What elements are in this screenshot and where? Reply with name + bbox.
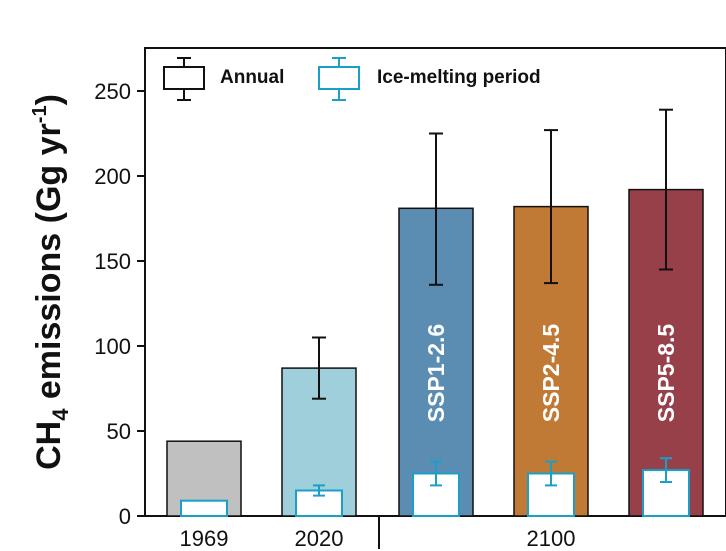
y-axis-label-main: CH: [30, 421, 68, 470]
y-tick-label: 0: [119, 504, 131, 529]
x-tick-label: 2020: [295, 526, 344, 551]
x-tick-label: 1969: [180, 526, 229, 551]
legend-ice-symbol: [318, 57, 360, 101]
legend: Annual Ice-melting period: [163, 57, 541, 101]
y-axis-label-sub: 4: [48, 408, 73, 421]
x-tick-label: 2100: [527, 526, 576, 551]
y-tick-label: 250: [94, 79, 131, 104]
y-tick-label: 100: [94, 334, 131, 359]
scenario-label: SSP5-8.5: [653, 324, 679, 423]
y-axis-label-sup: -1: [29, 105, 51, 123]
scenario-label: SSP2-4.5: [538, 324, 564, 423]
y-axis: 0 50 100 150 200 250: [94, 79, 145, 529]
x-axis: 1969 2020 2100: [180, 526, 576, 551]
y-tick-label: 50: [107, 419, 131, 444]
y-axis-label: CH4 emissions (Gg yr-1): [29, 94, 73, 470]
legend-label-annual: Annual: [220, 67, 284, 88]
y-tick-label: 150: [94, 249, 131, 274]
legend-label-ice-melting: Ice-melting period: [377, 67, 541, 88]
y-axis-label-rest: emissions (Gg yr: [30, 123, 68, 408]
bars: SSP1-2.6 SSP2-4.5 SSP5-8.5: [166, 108, 704, 518]
scenario-label: SSP1-2.6: [423, 324, 449, 422]
y-tick-label: 200: [94, 164, 131, 189]
legend-annual-symbol: [163, 57, 205, 101]
ice-melting-bar: [180, 499, 228, 518]
y-axis-label-close: ): [30, 94, 68, 105]
